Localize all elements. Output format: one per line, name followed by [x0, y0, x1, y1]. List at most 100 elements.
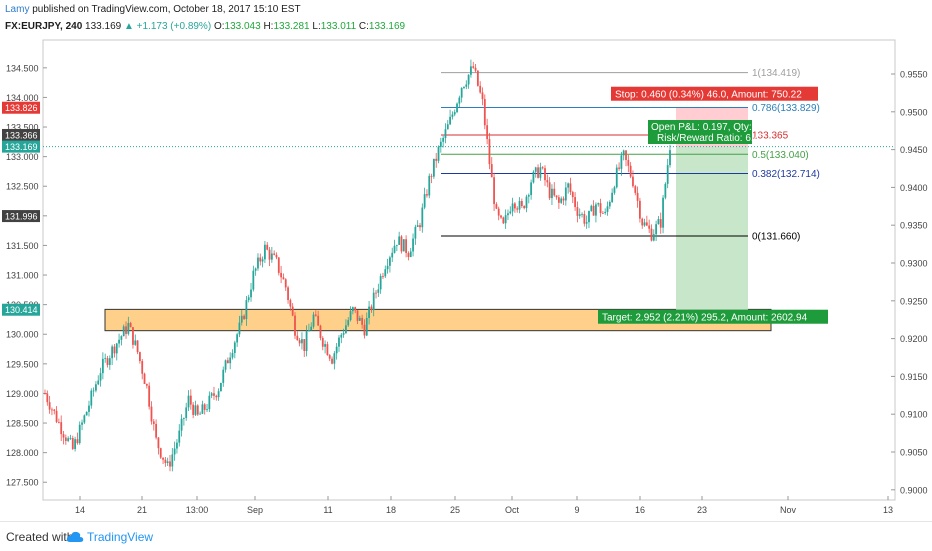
candle-down [259, 257, 262, 262]
candle-up [470, 66, 472, 75]
candle-down [634, 186, 637, 193]
candle-up [182, 418, 185, 419]
candle-up [97, 380, 100, 385]
candle-up [585, 222, 588, 224]
candle-down [520, 201, 523, 207]
candle-down [64, 437, 67, 441]
candle-up [652, 234, 655, 241]
candle-down [273, 253, 276, 255]
x-tick-label: 9 [574, 505, 579, 515]
candle-down [659, 219, 662, 228]
candle-up [108, 358, 111, 365]
candle-down [113, 346, 116, 354]
candle-up [578, 214, 581, 216]
candle-up [567, 183, 570, 188]
candle-up [99, 373, 102, 381]
candle-down [474, 67, 477, 71]
candle-down [294, 315, 296, 336]
candle-up [351, 307, 354, 312]
candle-down [356, 310, 359, 321]
open-value: 133.043 [224, 21, 261, 32]
candle-down [627, 159, 630, 166]
candle-down [317, 315, 320, 326]
candle-down [382, 276, 384, 277]
candle-up [666, 165, 669, 184]
author-link[interactable]: Lamy [5, 4, 30, 15]
candle-down [502, 217, 505, 224]
candle-up [101, 358, 104, 374]
candle-down [544, 168, 546, 181]
price-tag-bg [2, 101, 40, 114]
chart-header: Lamy published on TradingView.com, Octob… [0, 0, 932, 36]
candle-up [347, 320, 350, 326]
candle-up [342, 333, 345, 335]
left-tick-label: 128.000 [6, 448, 39, 458]
candle-up [166, 461, 169, 464]
candle-down [514, 203, 516, 209]
tradingview-brand[interactable]: TradingView [87, 530, 154, 544]
candle-up [134, 340, 137, 345]
candle-up [88, 405, 90, 412]
publish-text: published on TradingView.com, October 18… [32, 4, 301, 15]
candle-up [236, 334, 239, 343]
candle-up [118, 339, 120, 344]
candle-up [590, 205, 593, 211]
candle-up [335, 346, 338, 354]
candle-up [657, 219, 660, 225]
candle-down [483, 99, 486, 126]
candle-up [324, 344, 326, 347]
candle-up [92, 390, 95, 392]
candle-down [162, 457, 164, 460]
candle-up [340, 334, 343, 338]
price-tag: 131.996 [5, 212, 38, 222]
candle-down [650, 228, 653, 241]
candle-down [155, 423, 158, 438]
candle-up [460, 87, 463, 98]
target-zone [676, 146, 748, 310]
candle-down [618, 167, 620, 169]
left-tick-label: 133.500 [6, 123, 39, 133]
low-label: L: [312, 21, 321, 32]
right-tick-label: 0.9550 [900, 70, 928, 80]
low-value: 133.011 [320, 21, 357, 32]
candle-up [185, 407, 188, 419]
candle-down [150, 406, 153, 422]
candle-down [303, 339, 306, 352]
candle-down [641, 218, 644, 226]
candle-down [268, 249, 271, 260]
high-value: 133.281 [273, 21, 310, 32]
candle-down [55, 410, 58, 423]
right-tick-label: 0.9400 [900, 183, 928, 193]
candle-down [159, 448, 162, 458]
candle-up [231, 353, 234, 358]
candle-down [557, 197, 560, 203]
candle-up [229, 357, 232, 364]
candle-up [389, 257, 391, 266]
left-tick-label: 129.000 [6, 389, 39, 399]
candle-down [213, 393, 215, 396]
candle-up [349, 311, 352, 321]
candle-down [476, 70, 479, 86]
candle-up [83, 415, 86, 423]
candle-down [298, 340, 301, 344]
candle-up [358, 317, 361, 321]
candle-down [574, 197, 576, 208]
price-chart[interactable]: 134.500134.000133.500133.000132.500132.0… [0, 0, 932, 521]
x-tick-label: 13:00 [186, 505, 209, 515]
candle-down [275, 254, 278, 258]
ohlc-line: FX:EURJPY, 240 133.169 ▲ +1.173 (+0.89%)… [5, 21, 405, 32]
candle-up [398, 236, 401, 245]
open-label: O: [213, 21, 225, 32]
candle-down [157, 437, 160, 449]
candle-up [194, 405, 197, 415]
price-tag-bg [2, 210, 40, 223]
candle-up [254, 268, 257, 271]
x-tick-label: 25 [450, 505, 460, 515]
candle-down [71, 438, 74, 449]
candle-up [423, 194, 426, 208]
candle-down [583, 214, 586, 224]
candle-up [69, 438, 72, 439]
candle-down [541, 167, 544, 169]
candle-up [449, 116, 451, 125]
stop-label: Stop: 0.460 (0.34%) 46.0, Amount: 750.22 [615, 90, 802, 101]
